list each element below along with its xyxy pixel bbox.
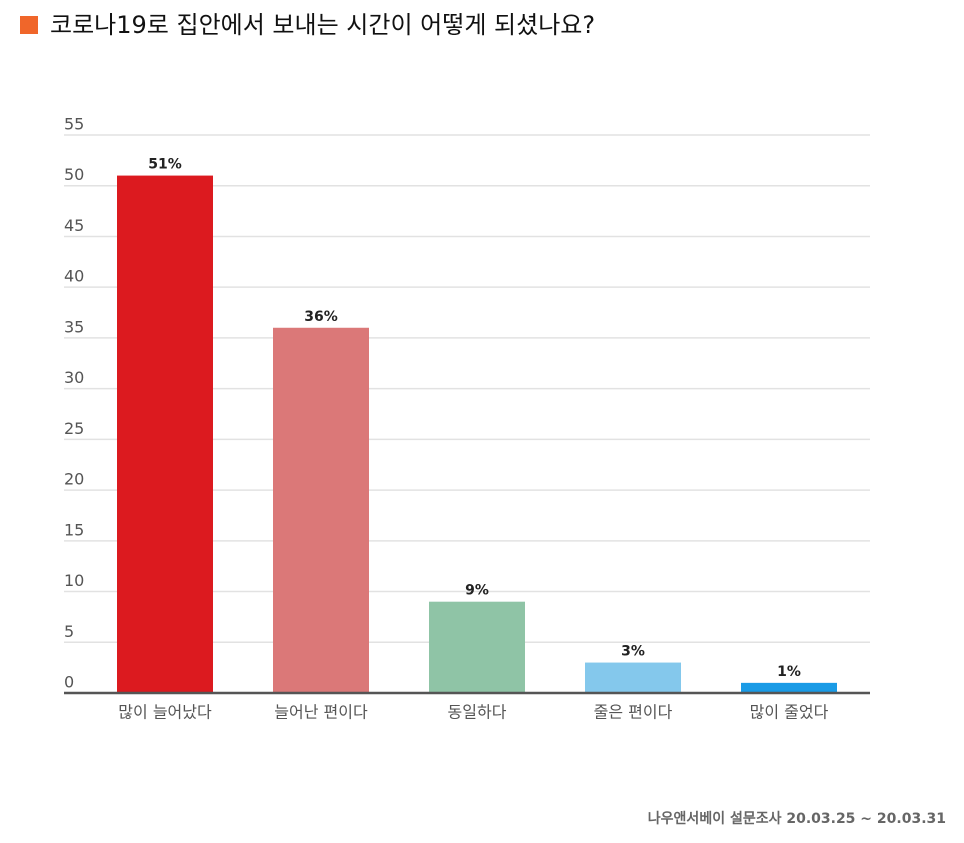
- bar: [741, 682, 837, 693]
- value-label: 3%: [621, 644, 645, 660]
- y-tick-label: 5: [64, 622, 74, 641]
- y-tick-label: 40: [64, 267, 84, 286]
- y-tick-label: 0: [64, 673, 74, 692]
- source: 나우앤서베이 설문조사 20.03.25 ~ 20.03.31: [648, 810, 946, 827]
- bar: [117, 175, 213, 694]
- x-tick-label: 많이 늘어났다: [118, 703, 212, 722]
- y-tick-label: 30: [64, 368, 84, 387]
- y-tick-label: 55: [64, 115, 84, 134]
- value-label: 51%: [148, 157, 182, 173]
- value-label: 9%: [465, 583, 489, 599]
- value-label: 1%: [777, 664, 801, 680]
- y-tick-label: 20: [64, 470, 84, 489]
- y-tick-label: 25: [64, 419, 84, 438]
- bar: [273, 327, 369, 693]
- y-tick-label: 45: [64, 216, 84, 235]
- y-tick-label: 50: [64, 165, 84, 184]
- y-tick-label: 15: [64, 520, 84, 539]
- y-tick-label: 10: [64, 571, 84, 590]
- chart-title: 코로나19로 집안에서 보내는 시간이 어떻게 되셨나요?: [50, 11, 595, 39]
- x-tick-label: 줄은 편이다: [594, 703, 673, 722]
- bar: [429, 601, 525, 693]
- y-tick-label: 35: [64, 317, 84, 336]
- bar: [585, 662, 681, 693]
- title-marker: [20, 16, 38, 34]
- x-tick-label: 동일하다: [448, 703, 507, 722]
- value-label: 36%: [304, 309, 338, 325]
- x-tick-label: 많이 줄었다: [750, 703, 829, 722]
- x-tick-label: 늘어난 편이다: [274, 703, 368, 722]
